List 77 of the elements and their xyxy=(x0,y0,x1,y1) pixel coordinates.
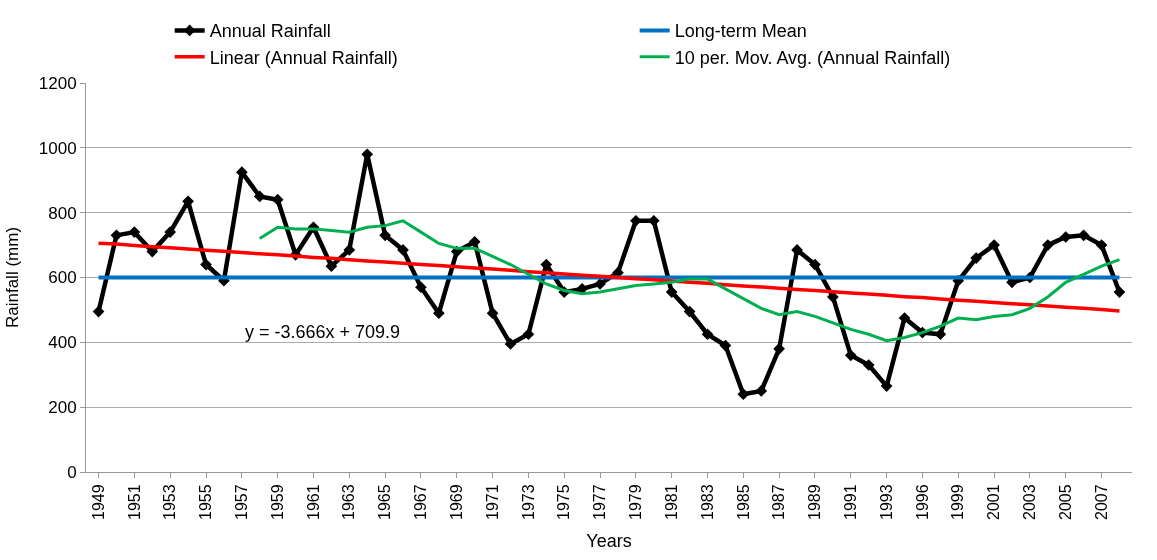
x-tick-label: 2001 xyxy=(985,484,1003,520)
y-tick-label: 1000 xyxy=(38,138,77,158)
x-tick-label: 1975 xyxy=(555,484,573,520)
point xyxy=(880,380,893,392)
x-tick-label: 1991 xyxy=(842,484,859,520)
x-tick-label: 1957 xyxy=(233,484,251,520)
x-tick-label: 1963 xyxy=(340,484,358,520)
x-tick-label: 1951 xyxy=(125,484,143,520)
x-tick-label: 2003 xyxy=(1021,484,1039,520)
x-tick-label: 1989 xyxy=(806,484,824,520)
point xyxy=(862,359,875,371)
point xyxy=(1041,239,1054,251)
point xyxy=(200,258,212,271)
point xyxy=(486,307,499,320)
x-tick-label: 1987 xyxy=(770,484,788,520)
y-tick-label: 0 xyxy=(67,462,77,482)
y-tick-label: 800 xyxy=(48,203,77,223)
x-tick-label: 2005 xyxy=(1056,484,1074,520)
x-axis-title: Years xyxy=(586,531,632,552)
legend-label: 10 per. Mov. Avg. (Annual Rainfall) xyxy=(674,47,951,68)
point xyxy=(343,244,356,256)
x-tick-label: 1955 xyxy=(197,484,215,520)
point xyxy=(504,338,517,350)
point xyxy=(415,281,427,294)
point xyxy=(1059,231,1072,243)
legend-label: Long-term Mean xyxy=(674,21,807,42)
point xyxy=(128,226,141,238)
point xyxy=(468,235,481,248)
legend-label: Annual Rainfall xyxy=(209,21,331,42)
annotation: y = -3.666x + 709.9 xyxy=(245,322,401,342)
x-tick-label: 1985 xyxy=(734,484,752,520)
x-tick-label: 1961 xyxy=(304,484,322,520)
x-tick-label: 1949 xyxy=(89,484,107,520)
x-tick-label: 1996 xyxy=(913,484,931,520)
y-axis-title: Rainfall (mm) xyxy=(3,226,23,329)
x-tick-label: 1967 xyxy=(412,484,430,520)
x-tick-label: 1983 xyxy=(698,484,716,520)
x-tick-label: 1981 xyxy=(662,484,680,520)
point xyxy=(665,286,678,298)
y-tick-label: 600 xyxy=(48,268,77,288)
x-tick-label: 1993 xyxy=(877,484,895,520)
point xyxy=(719,339,732,352)
point xyxy=(844,349,857,362)
point xyxy=(379,229,391,242)
x-tick-label: 1959 xyxy=(268,484,286,520)
y-tick-label: 400 xyxy=(48,333,77,353)
line-series xyxy=(258,219,1121,343)
x-tick-label: 1953 xyxy=(161,484,179,520)
point xyxy=(737,388,750,401)
x-tick-label: 1965 xyxy=(376,484,394,520)
point xyxy=(325,260,338,272)
x-tick-label: 1979 xyxy=(627,484,645,520)
point xyxy=(164,226,177,238)
point xyxy=(809,258,821,271)
point xyxy=(970,252,983,264)
point xyxy=(522,328,535,341)
point xyxy=(683,305,696,318)
point xyxy=(433,307,445,320)
point xyxy=(701,328,714,341)
x-tick-label: 2007 xyxy=(1092,484,1110,520)
x-tick-label: 1999 xyxy=(949,484,967,520)
point xyxy=(755,385,768,397)
x-tick-label: 1973 xyxy=(519,484,537,520)
point xyxy=(92,305,105,318)
legend-label: Linear (Annual Rainfall) xyxy=(209,47,398,68)
y-tick-label: 1200 xyxy=(38,73,77,93)
y-tick-label: 200 xyxy=(48,398,77,418)
point xyxy=(1095,239,1108,251)
point xyxy=(110,229,123,242)
line-series xyxy=(96,241,1122,313)
x-tick-label: 1971 xyxy=(483,484,501,520)
x-tick-label: 1969 xyxy=(447,484,465,520)
point xyxy=(253,190,266,203)
point xyxy=(898,312,911,324)
point xyxy=(988,239,1000,251)
point xyxy=(1113,286,1126,298)
x-tick-label: 1977 xyxy=(591,484,609,520)
